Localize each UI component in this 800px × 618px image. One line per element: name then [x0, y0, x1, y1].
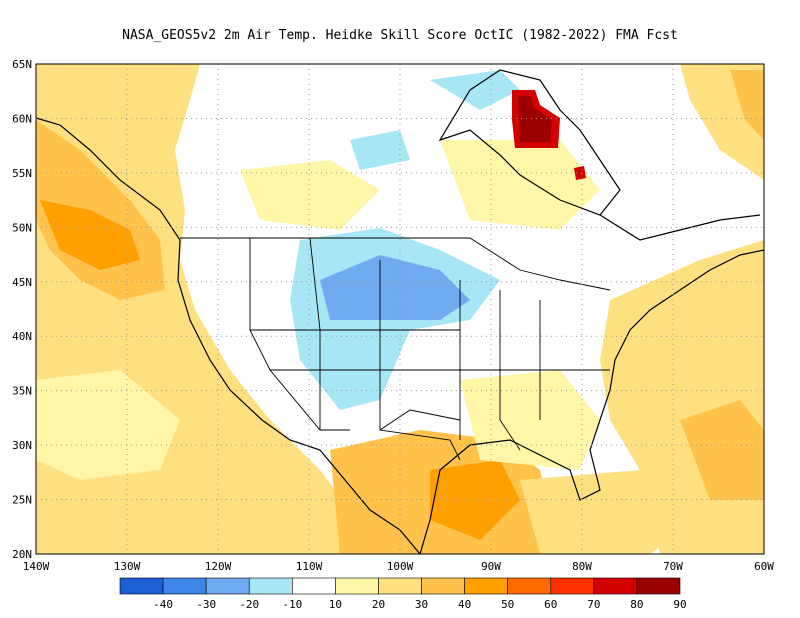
colorbar-label: 60 [544, 598, 557, 611]
colorbar-swatch [378, 577, 422, 595]
colorbar-label: 50 [501, 598, 514, 611]
atlantic-core-orange [680, 400, 764, 500]
colorbar-label: 10 [329, 598, 342, 611]
colorbar-swatch [119, 577, 164, 595]
colorbar-swatch [248, 577, 293, 595]
lat-label: 40N [12, 330, 32, 343]
colorbar-label: -40 [153, 598, 173, 611]
lon-label: 120W [205, 560, 232, 573]
colorbar-swatch [292, 577, 336, 595]
lon-label: 70W [663, 560, 683, 573]
map-title: NASA_GEOS5v2 2m Air Temp. Heidke Skill S… [122, 28, 678, 43]
lon-label: 80W [572, 560, 592, 573]
longitude-labels: 140W 130W 120W 110W 100W 90W 80W 70W 60W [23, 560, 775, 573]
colorbar-label: 80 [630, 598, 643, 611]
lat-label: 65N [12, 58, 32, 71]
lon-label: 130W [114, 560, 141, 573]
colorbar-label: 20 [372, 598, 385, 611]
colorbar-swatch [335, 577, 379, 595]
lat-label: 55N [12, 167, 32, 180]
lon-label: 90W [481, 560, 501, 573]
canada-light-blue-2 [350, 130, 410, 170]
colorbar-swatch [507, 577, 552, 595]
gridlines [36, 64, 764, 554]
colorbar-label: -10 [282, 598, 302, 611]
lon-label: 60W [754, 560, 774, 573]
lat-label: 20N [12, 548, 32, 561]
colorbar-label: -20 [239, 598, 259, 611]
hudson-darkred-core [518, 96, 552, 142]
colorbar-swatch [421, 577, 465, 595]
colorbar-swatch [593, 577, 638, 595]
colorbar-label: 40 [458, 598, 471, 611]
lat-label: 35N [12, 385, 32, 398]
southeast-yellow [460, 370, 600, 470]
coastlines [36, 69, 764, 554]
colorbar-swatch [162, 577, 207, 595]
colorbar: -40 -30 -20 -10 10 20 30 40 50 60 70 80 90 [119, 577, 687, 611]
lat-label: 30N [12, 439, 32, 452]
plains-blue [320, 255, 470, 320]
pacific-core-orange [40, 200, 140, 270]
gulf-core-orange [430, 460, 520, 540]
colorbar-label: 30 [415, 598, 428, 611]
colorbar-swatch [636, 577, 681, 595]
small-red-spot [574, 166, 586, 180]
hudson-yellow-patch [440, 140, 600, 230]
state-borders [180, 237, 611, 461]
canada-light-blue [430, 70, 520, 110]
colorbar-label: 90 [673, 598, 686, 611]
colorbar-swatch [205, 577, 250, 595]
latitude-labels: 65N 60N 55N 50N 45N 40N 35N 30N 25N 20N [12, 58, 32, 561]
map-frame [35, 63, 765, 555]
lat-label: 50N [12, 221, 32, 234]
colorbar-label: -30 [196, 598, 216, 611]
lon-label: 100W [387, 560, 414, 573]
colorbar-swatch [550, 577, 595, 595]
lat-label: 45N [12, 276, 32, 289]
canada-yellow-patch [240, 160, 380, 230]
lon-label: 140W [23, 560, 50, 573]
northeast-core-orange [730, 70, 764, 140]
pacific-yellow-band [36, 370, 180, 480]
lat-label: 25N [12, 494, 32, 507]
lat-label: 60N [12, 112, 32, 125]
colorbar-swatch [464, 577, 508, 595]
lon-label: 110W [296, 560, 323, 573]
colorbar-label: 70 [587, 598, 600, 611]
